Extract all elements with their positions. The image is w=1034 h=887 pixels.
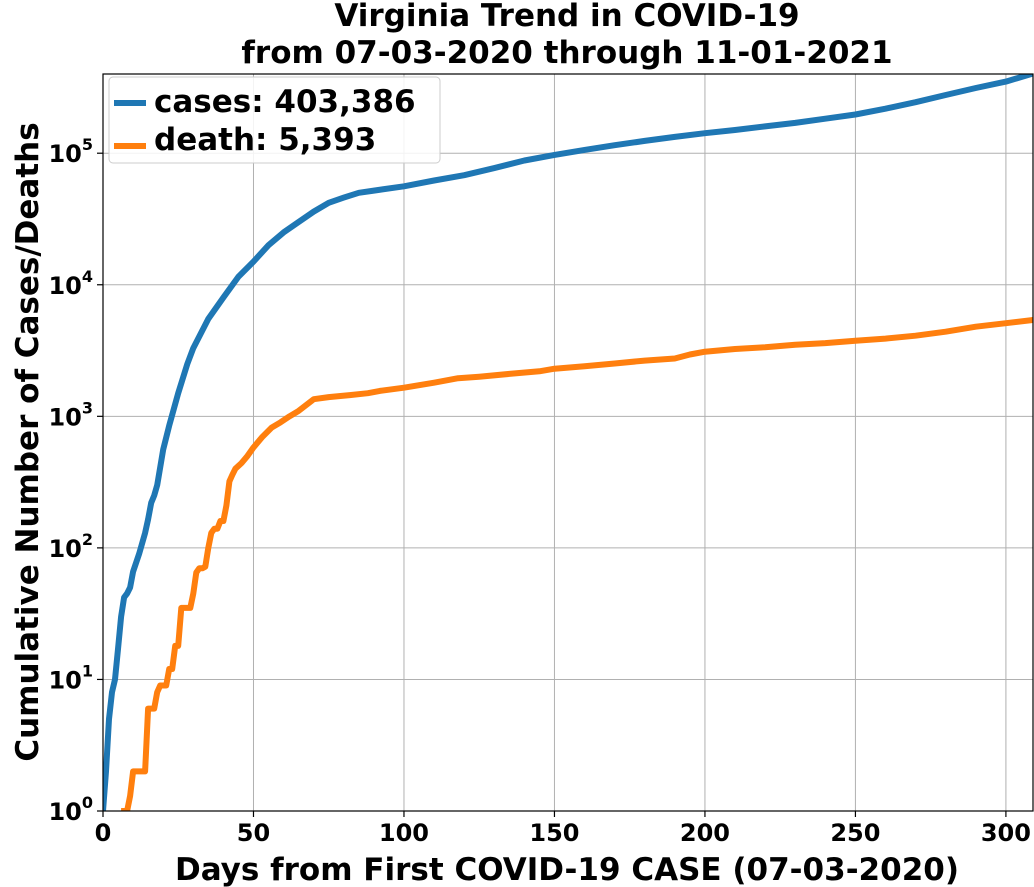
x-tick-label: 0 <box>95 819 112 847</box>
y-tick-exponent: 1 <box>82 661 93 680</box>
plot-frame <box>102 73 1034 812</box>
y-tick-base: 10 <box>48 798 81 826</box>
y-tick-label: 100 <box>48 793 93 826</box>
x-tick-label: 50 <box>237 819 270 847</box>
x-tick-label: 150 <box>529 819 579 847</box>
y-axis-label: Cumulative Number of Cases/Deaths <box>10 122 46 761</box>
legend-box <box>108 76 441 164</box>
x-tick-label: 100 <box>379 819 429 847</box>
y-tick-base: 10 <box>48 272 81 300</box>
y-tick-exponent: 4 <box>82 267 93 286</box>
y-tick-base: 10 <box>48 666 81 694</box>
legend: cases: 403,386 death: 5,393 <box>108 76 441 164</box>
y-tick-label: 103 <box>48 398 93 431</box>
y-tick-exponent: 5 <box>82 135 93 154</box>
x-axis-label: Days from First COVID-19 CASE (07-03-202… <box>175 852 959 887</box>
series-line-death <box>121 317 1033 811</box>
chart-title-line-2: from 07-03-2020 through 11-01-2021 <box>241 35 892 71</box>
y-tick-base: 10 <box>48 403 81 431</box>
legend-label-cases: cases: 403,386 <box>154 84 416 120</box>
x-tick-label: 200 <box>680 819 730 847</box>
y-tick-label: 105 <box>48 135 93 168</box>
y-tick-exponent: 2 <box>82 530 93 549</box>
y-tick-label: 102 <box>48 530 93 563</box>
grid-lines <box>102 74 1033 812</box>
y-tick-base: 10 <box>48 535 81 563</box>
y-tick-label: 104 <box>48 267 93 300</box>
x-tick-label: 250 <box>830 819 880 847</box>
series-line-cases <box>103 74 1033 811</box>
y-tick-exponent: 3 <box>82 398 93 417</box>
y-tick-exponent: 0 <box>82 793 93 812</box>
y-tick-label: 101 <box>48 661 93 694</box>
plot-area <box>103 74 1033 811</box>
x-tick-label: 300 <box>981 819 1031 847</box>
y-tick-base: 10 <box>48 140 81 168</box>
chart-title-line-1: Virginia Trend in COVID-19 <box>334 0 799 34</box>
legend-label-death: death: 5,393 <box>154 122 376 158</box>
